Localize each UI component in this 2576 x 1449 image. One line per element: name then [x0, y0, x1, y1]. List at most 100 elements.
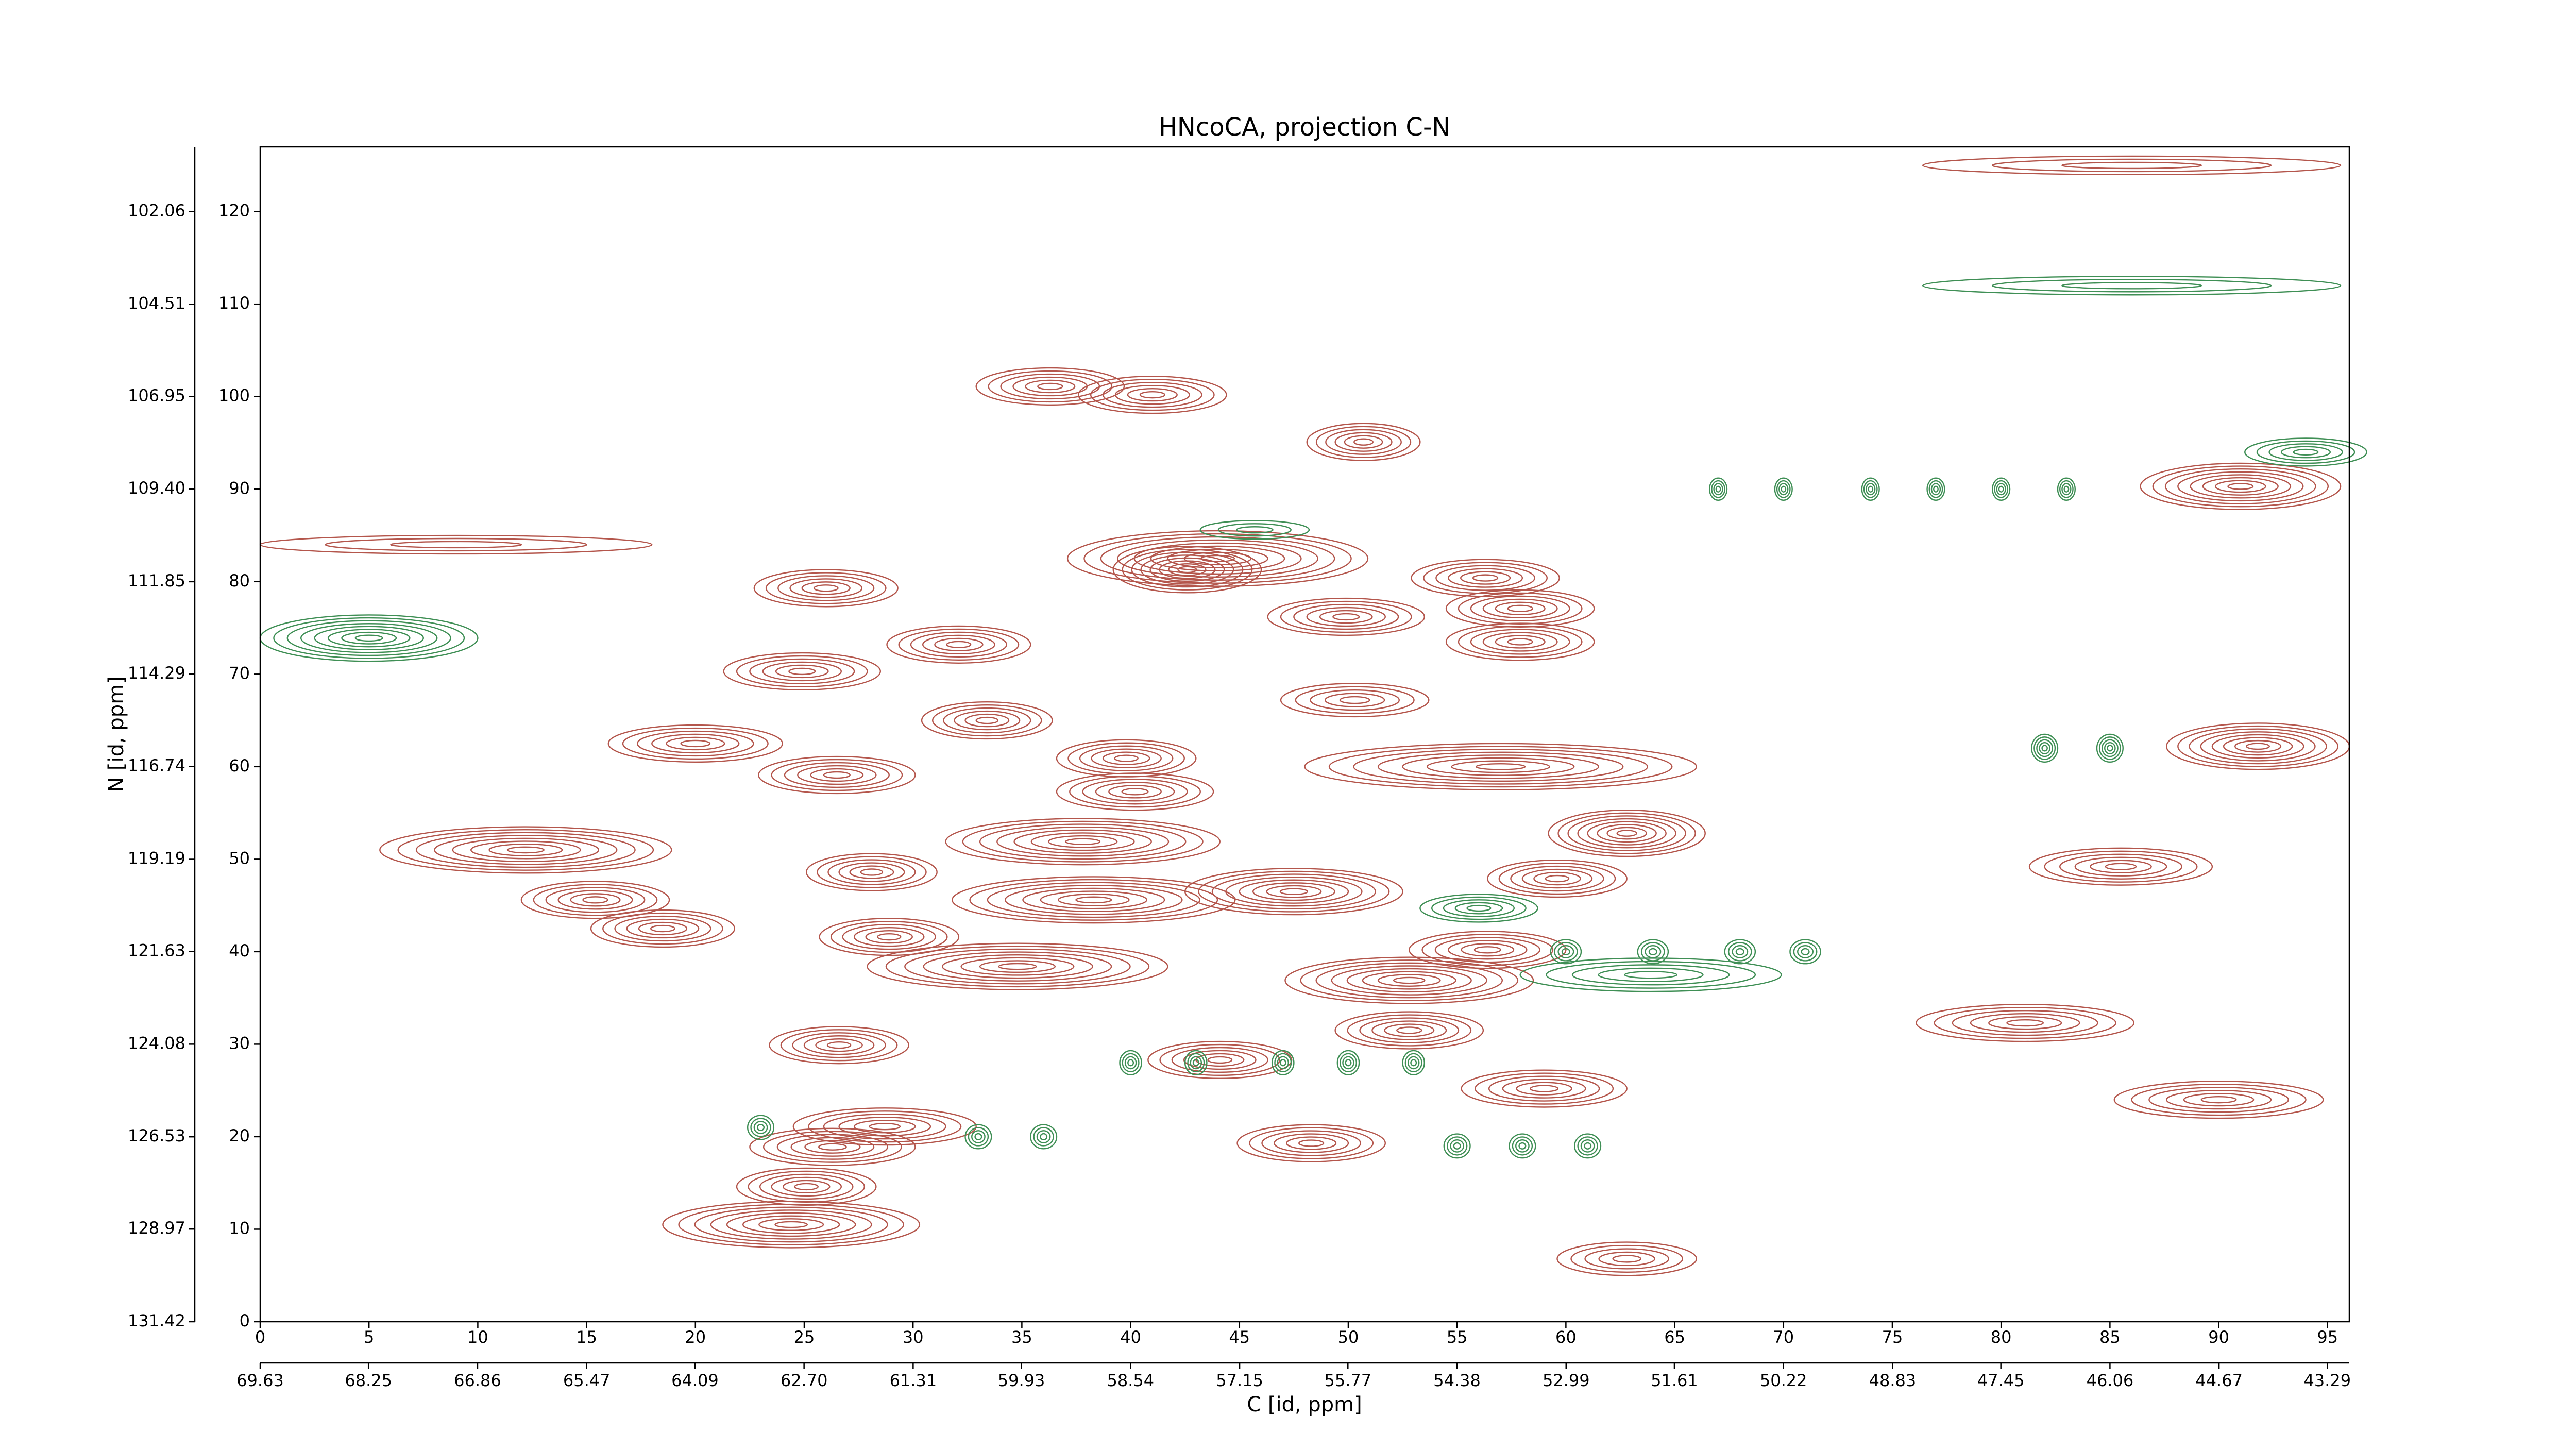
contour-ring [1458, 626, 1583, 658]
contour-ring [826, 1041, 852, 1049]
y-tick-label: 60 [229, 756, 250, 776]
contour-ring [1446, 1136, 1468, 1156]
contour-ring [2246, 743, 2270, 750]
contour-ring [1274, 1133, 1349, 1153]
contour-ring [869, 1123, 901, 1131]
contour-ring [1930, 483, 1941, 496]
peak [806, 853, 938, 891]
peak [819, 918, 960, 956]
contour-ring [452, 837, 600, 863]
contour-ring [2059, 480, 2074, 498]
peak [520, 881, 670, 919]
contour-ring [636, 730, 754, 757]
contour-ring [651, 733, 740, 754]
contour-ring [1448, 940, 1528, 960]
contour-ring [804, 1140, 861, 1154]
contour-ring [898, 628, 1020, 661]
contour-ring [2131, 1084, 2307, 1116]
y2-tick-label: 116.74 [128, 756, 185, 776]
contour-ring [1708, 477, 1728, 501]
contour-ring [1507, 604, 1533, 613]
contour-ring [1102, 751, 1150, 765]
y2-tick-label: 106.95 [128, 385, 185, 405]
contour-ring [1584, 1248, 1669, 1270]
contour-ring [1735, 948, 1744, 955]
y2-tick-label: 114.29 [128, 663, 185, 683]
contour-ring [1557, 812, 1696, 854]
contour-ring [1778, 483, 1789, 496]
contour-ring [1419, 894, 1538, 923]
contour-ring [1293, 603, 1399, 630]
contour-ring [942, 954, 1093, 979]
x-tick-label: 40 [1120, 1327, 1141, 1347]
contour-ring [638, 921, 688, 936]
contour-ring [780, 1029, 898, 1062]
y-axis-label: N [id, ppm] [105, 676, 128, 793]
contour-ring [1334, 1011, 1484, 1050]
contour-ring [2200, 1096, 2237, 1104]
contour-ring [327, 629, 411, 648]
contour-ring [1235, 526, 1274, 534]
contour-ring [1198, 870, 1390, 913]
contour-ring [1606, 827, 1647, 840]
contour-ring [1319, 610, 1373, 624]
contour-ring [797, 765, 877, 785]
contour-ring [736, 1167, 877, 1206]
y-tick-label: 20 [229, 1126, 250, 1145]
contour-ring [1866, 483, 1876, 496]
contour-ring [1127, 1059, 1134, 1067]
contour-ring [792, 1107, 977, 1146]
peak [662, 1201, 921, 1249]
contour-ring [782, 1180, 831, 1194]
contour-ring [886, 625, 1031, 664]
contour-ring [1362, 971, 1456, 990]
contour-ring [1279, 888, 1308, 896]
contour-ring [849, 865, 894, 879]
contour-ring [2152, 465, 2329, 508]
contour-ring [2033, 736, 2056, 760]
contour-ring [2223, 737, 2293, 756]
peak [1119, 1050, 1142, 1075]
contour-ring [1515, 1139, 1530, 1153]
peak [1926, 477, 1945, 501]
contour-ring [1149, 557, 1225, 582]
contour-ring [1347, 1014, 1472, 1047]
contour-ring [1159, 560, 1216, 579]
x2-tick-label: 66.86 [454, 1371, 501, 1390]
contour-ring [808, 1110, 962, 1143]
contour-ring [1797, 945, 1814, 958]
peak [1922, 276, 2342, 296]
contour-ring [979, 960, 1056, 973]
peak [1334, 1011, 1484, 1050]
contour-ring [1519, 957, 1782, 992]
contour-ring [1082, 779, 1188, 805]
contour-ring [922, 634, 995, 655]
contour-ring [842, 924, 937, 950]
contour-ring [390, 541, 522, 549]
contour-ring [823, 1114, 946, 1140]
contour-ring [1211, 873, 1376, 910]
contour-ring [1266, 885, 1322, 898]
x-tick-label: 5 [364, 1327, 374, 1347]
contour-ring [1410, 1059, 1417, 1067]
contour-ring [1030, 832, 1135, 851]
contour-ring [860, 868, 884, 876]
peak [259, 534, 653, 555]
contour-ring [1030, 1124, 1058, 1150]
contour-ring [753, 569, 899, 608]
contour-ring [1916, 1004, 2135, 1042]
contour-ring [2104, 742, 2116, 754]
x2-tick-label: 57.15 [1216, 1371, 1263, 1390]
contour-ring [2107, 745, 2113, 752]
contour-ring [1970, 1013, 2080, 1033]
contour-ring [1339, 696, 1370, 704]
contour-ring [726, 1212, 856, 1237]
peak [753, 569, 899, 608]
peak [723, 652, 882, 691]
contour-ring [1277, 1056, 1290, 1070]
contour-ring [1781, 485, 1787, 493]
contour-ring [775, 664, 829, 679]
contour-ring [1421, 934, 1554, 966]
peak [1056, 772, 1214, 811]
peak [2113, 1081, 2324, 1119]
